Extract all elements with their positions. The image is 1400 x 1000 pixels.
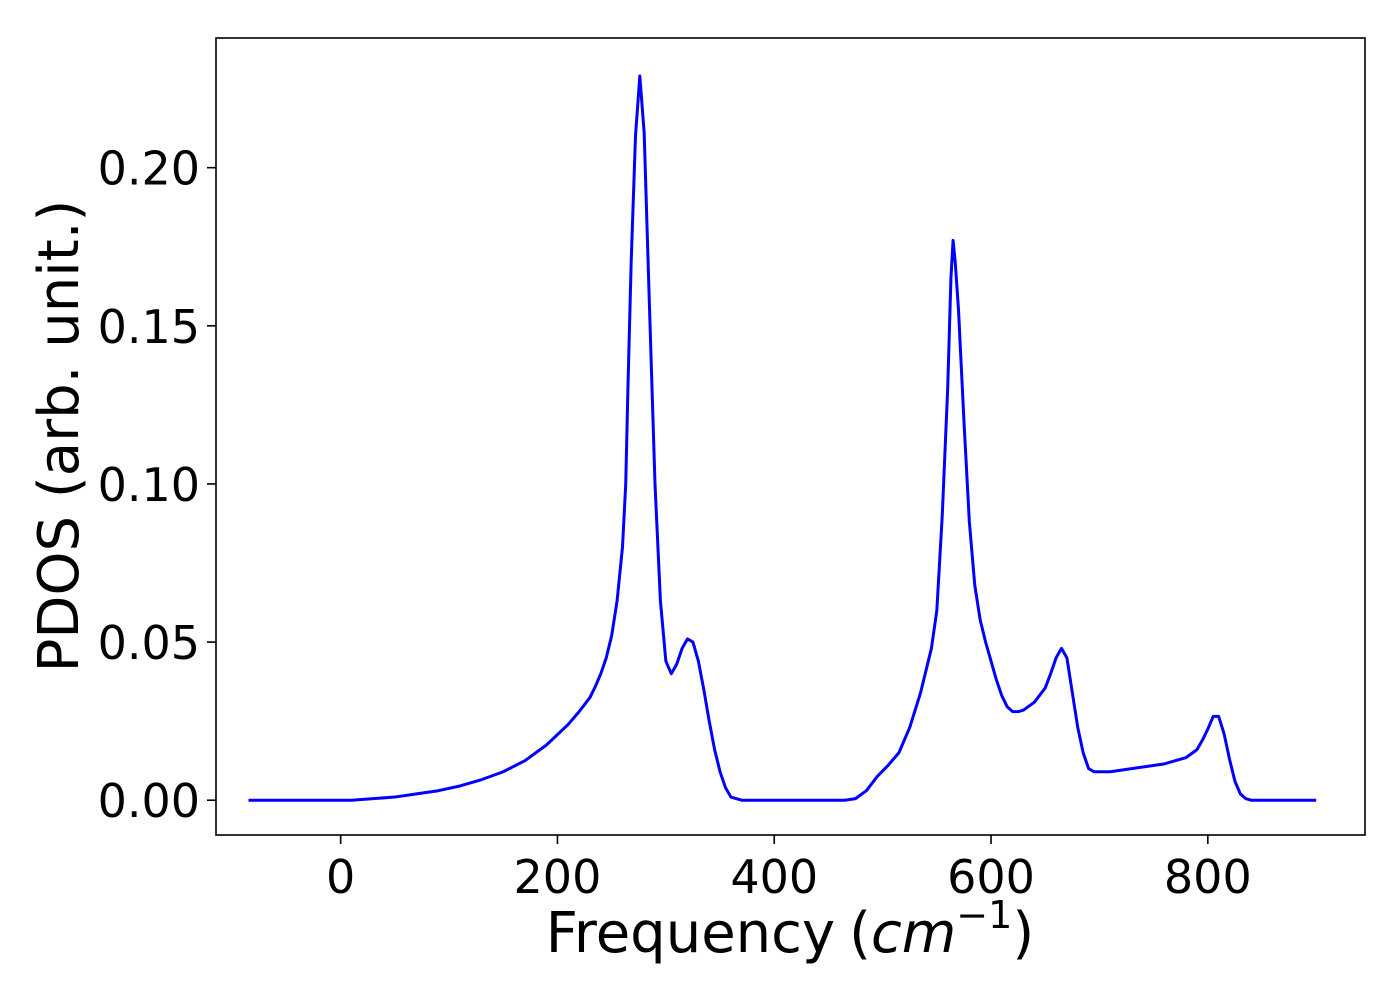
- x-axis-label: Frequency (cm−1): [546, 893, 1034, 966]
- x-axis-label-exponent: −1: [956, 893, 1012, 937]
- x-tick-label: 800: [1164, 850, 1252, 904]
- y-axis-label: PDOS (arb. unit.): [27, 200, 92, 673]
- y-tick-label: 0.10: [98, 458, 200, 512]
- y-tick-label: 0.05: [98, 616, 200, 670]
- plot-frame: [215, 37, 1366, 836]
- plot-background: [216, 38, 1365, 835]
- x-axis-label-text: Frequency: [546, 901, 835, 966]
- x-tick-label: 400: [730, 850, 818, 904]
- x-axis-label-unit: cm: [871, 901, 956, 966]
- x-tick-label: 600: [947, 850, 1035, 904]
- x-axis-label-close-paren: ): [1012, 901, 1034, 966]
- y-tick-label: 0.15: [98, 300, 200, 354]
- x-axis-label-open-paren: (: [849, 901, 871, 966]
- y-tick-label: 0.20: [98, 142, 200, 196]
- pdos-series-line: [248, 74, 1317, 802]
- y-tick-label: 0.00: [98, 774, 200, 828]
- tick-group: 0 200 400 600 800 0.00 0.05 0.10 0.15 0.20: [98, 142, 1252, 904]
- x-tick-label: 200: [514, 850, 602, 904]
- x-tick-label: 0: [326, 850, 355, 904]
